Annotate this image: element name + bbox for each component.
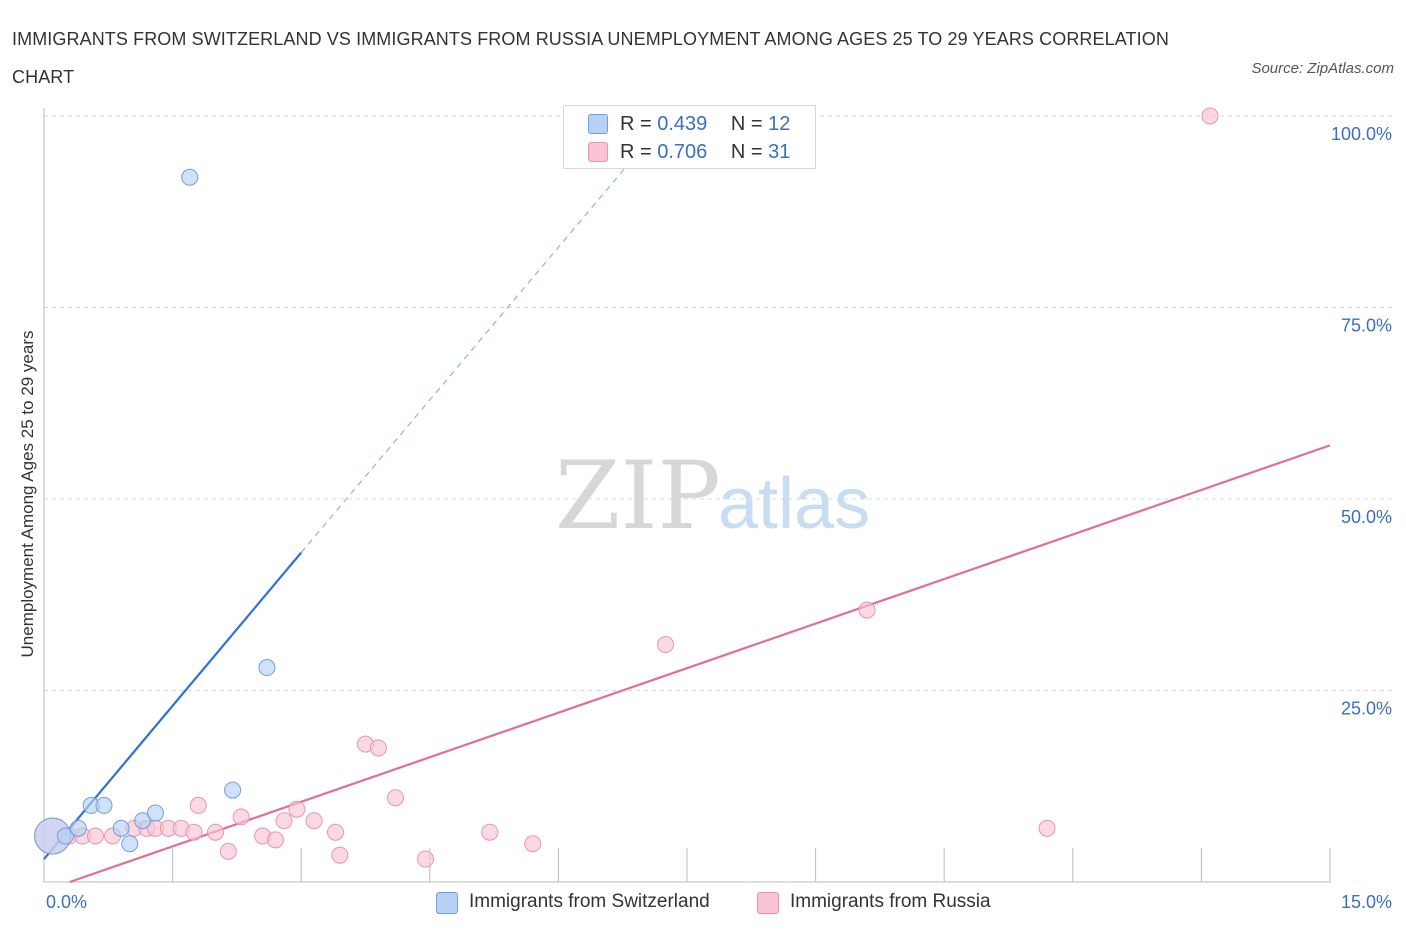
trend-line-switzerland: [43, 551, 303, 860]
bottom-legend-label-russia: Immigrants from Russia: [790, 891, 991, 912]
point-russia: [417, 850, 435, 868]
legend-n-value-russia: 31: [768, 141, 791, 163]
point-russia: [305, 812, 323, 830]
point-russia: [86, 827, 104, 845]
point-switzerland: [134, 812, 152, 830]
tick-labels: 100.0% 75.0% 50.0% 25.0% 0.0% 15.0%: [46, 124, 1392, 912]
point-russia: [326, 823, 344, 841]
point-switzerland: [181, 168, 199, 186]
legend-swatch-russia: [588, 142, 608, 162]
watermark: ZIP atlas: [555, 442, 870, 551]
x-tick-label: 0.0%: [46, 892, 87, 912]
trend-line-russia: [69, 444, 1331, 884]
point-russia: [387, 789, 405, 807]
point-switzerland: [69, 819, 87, 837]
point-russia: [1201, 107, 1219, 125]
legend-n-value-switzerland: 12: [768, 113, 791, 135]
legend-r-value-russia: 0.706: [657, 141, 708, 163]
point-russia: [657, 636, 675, 654]
point-switzerland: [95, 796, 113, 814]
legend-n-label: N =: [730, 141, 763, 163]
legend-n-label: N =: [730, 113, 763, 135]
point-switzerland: [56, 827, 74, 845]
point-russia: [481, 823, 499, 841]
y-tick-label: 50.0%: [1341, 507, 1392, 527]
bottom-legend-switzerland: Immigrants from Switzerland: [436, 889, 736, 915]
legend-r-value-switzerland: 0.439: [657, 113, 708, 135]
y-tick-label: 100.0%: [1331, 124, 1392, 144]
grid-lines: [44, 115, 1392, 691]
bottom-legend-russia: Immigrants from Russia: [757, 889, 1017, 915]
watermark-zip: ZIP: [555, 442, 721, 551]
point-russia: [858, 601, 876, 619]
point-russia: [275, 812, 293, 830]
point-switzerland: [146, 804, 164, 822]
y-axis-label: Unemployment Among Ages 25 to 29 years: [18, 330, 37, 658]
point-russia: [206, 823, 224, 841]
point-russia: [1038, 819, 1056, 837]
trend-line-switzerland-dashed: [300, 165, 628, 554]
legend-swatch-switzerland: [588, 114, 608, 134]
point-russia: [219, 842, 237, 860]
y-tick-label: 25.0%: [1341, 699, 1392, 719]
point-russia: [369, 739, 387, 757]
point-russia: [331, 846, 349, 864]
bottom-legend-label-switzerland: Immigrants from Switzerland: [469, 891, 710, 912]
point-switzerland: [224, 781, 242, 799]
chart-title: IMMIGRANTS FROM SWITZERLAND VS IMMIGRANT…: [12, 29, 1169, 87]
point-switzerland: [258, 659, 276, 677]
point-russia: [524, 835, 542, 853]
bottom-legend-swatch-switzerland: [436, 892, 458, 914]
legend-r-label: R =: [620, 113, 652, 135]
correlation-legend: R = 0.439 N = 12 R = 0.706 N = 31: [563, 105, 816, 169]
bottom-legend-swatch-russia: [757, 892, 779, 914]
point-russia: [266, 831, 284, 849]
point-russia: [288, 800, 306, 818]
axes: [43, 108, 1331, 883]
watermark-atlas: atlas: [718, 464, 870, 544]
legend-r-label: R =: [620, 141, 652, 163]
point-russia: [189, 796, 207, 814]
data-points: [34, 107, 1219, 868]
point-switzerland: [121, 835, 139, 853]
x-tick-label: 15.0%: [1341, 892, 1392, 912]
point-russia: [185, 823, 203, 841]
y-tick-label: 75.0%: [1341, 316, 1392, 336]
point-russia: [232, 808, 250, 826]
source-label: Source: ZipAtlas.com: [1251, 60, 1394, 77]
point-switzerland: [112, 819, 130, 837]
